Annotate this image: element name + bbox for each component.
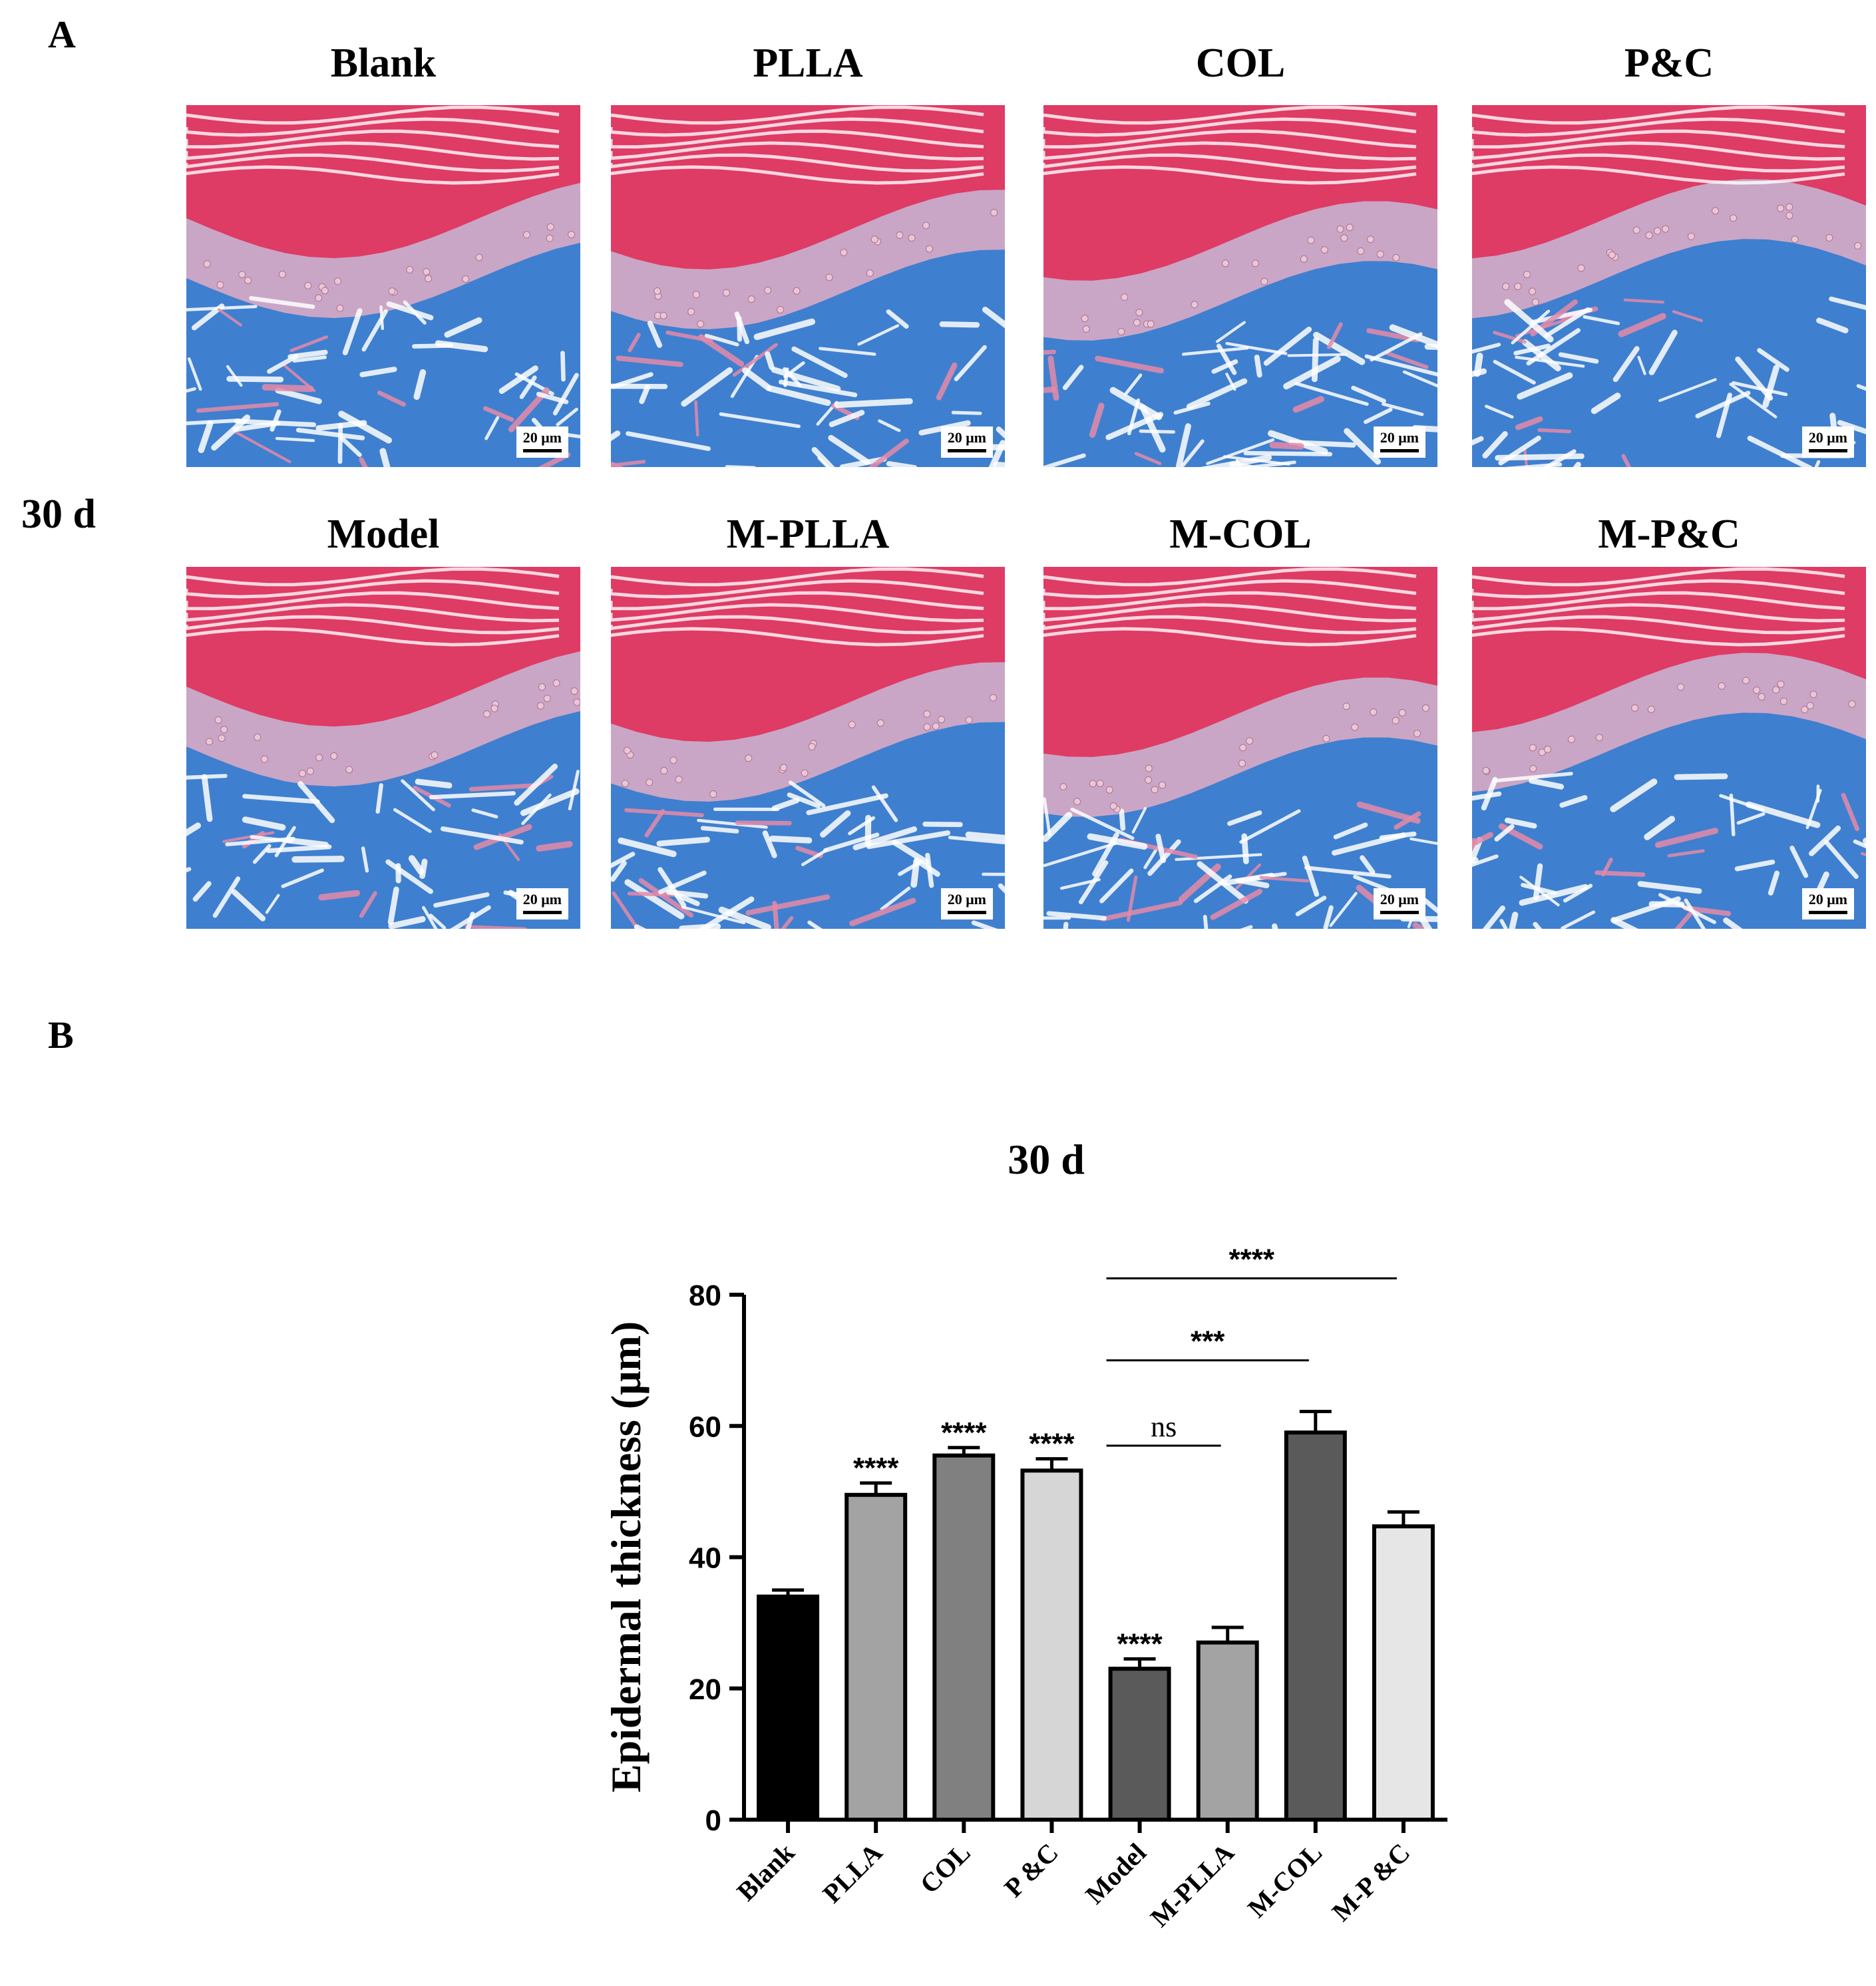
- scale-bar-line: [1808, 911, 1847, 914]
- scale-bar-line: [1380, 911, 1419, 914]
- y-tick-label: 60: [689, 1410, 721, 1443]
- scale-bar-label: 20 μm: [1808, 891, 1847, 908]
- significance-label: ****: [1117, 1627, 1163, 1660]
- image-title: Model: [327, 512, 440, 557]
- histology-image: 20 μm: [611, 105, 1005, 467]
- scale-bar-label: 20 μm: [947, 891, 986, 908]
- image-title: COL: [1195, 41, 1286, 86]
- y-tick-label: 0: [705, 1804, 721, 1837]
- scale-bar-line: [1808, 449, 1847, 452]
- y-axis-label: Epidermal thickness (μm): [602, 1321, 650, 1792]
- image-title: Blank: [330, 41, 437, 86]
- scale-bar: 20 μm: [1801, 888, 1854, 919]
- scale-bar-line: [1380, 449, 1419, 452]
- image-title: P&C: [1624, 41, 1714, 86]
- image-title: M-COL: [1169, 512, 1312, 557]
- bar: [757, 1594, 820, 1822]
- bar: [1284, 1430, 1347, 1822]
- bar: [1372, 1524, 1435, 1822]
- bar: [932, 1453, 996, 1822]
- scale-bar-line: [522, 449, 562, 452]
- tissue-illustration: [611, 105, 1005, 467]
- significance-label: ****: [1029, 1428, 1075, 1460]
- histology-image: 20 μm: [1472, 105, 1866, 467]
- image-title: M-P&C: [1598, 512, 1740, 557]
- tissue-illustration: [611, 567, 1005, 929]
- scale-bar: 20 μm: [1801, 426, 1854, 458]
- scale-bar-line: [947, 911, 986, 914]
- scale-bar-label: 20 μm: [947, 429, 986, 446]
- y-tick-label: 20: [689, 1673, 721, 1706]
- x-tick-label: M-P &C: [1326, 1838, 1416, 1927]
- scale-bar: 20 μm: [940, 426, 993, 458]
- y-tick-label: 40: [689, 1542, 721, 1575]
- x-tick-label: P &C: [998, 1838, 1064, 1903]
- bar: [844, 1492, 908, 1822]
- scale-bar-label: 20 μm: [1380, 891, 1419, 908]
- x-tick-label: M-PLLA: [1145, 1837, 1240, 1932]
- panel-a-letter: A: [48, 13, 76, 56]
- histology-image: 20 μm: [1043, 567, 1437, 929]
- panel-b-letter: B: [48, 1013, 74, 1057]
- x-tick-label: Blank: [731, 1837, 801, 1907]
- histology-image: 20 μm: [186, 567, 580, 929]
- scale-bar-label: 20 μm: [522, 429, 562, 446]
- scale-bar-label: 20 μm: [1380, 429, 1419, 446]
- tissue-illustration: [186, 105, 580, 467]
- scale-bar-label: 20 μm: [522, 891, 562, 908]
- scale-bar-label: 20 μm: [1808, 429, 1847, 446]
- histology-image: 20 μm: [1472, 567, 1866, 929]
- x-tick-label: PLLA: [817, 1837, 888, 1908]
- x-tick-label: Model: [1079, 1838, 1152, 1910]
- scale-bar: 20 μm: [516, 426, 568, 458]
- comparison-label: ****: [1229, 1243, 1275, 1275]
- tissue-illustration: [1043, 105, 1437, 467]
- histology-image: 20 μm: [1043, 105, 1437, 467]
- significance-label: ****: [853, 1452, 899, 1484]
- comparison-label: ***: [1191, 1325, 1225, 1358]
- bar: [1196, 1640, 1259, 1822]
- tissue-illustration: [1472, 105, 1866, 467]
- image-title: PLLA: [753, 41, 863, 86]
- y-tick-label: 80: [689, 1279, 721, 1312]
- tissue-illustration: [1043, 567, 1437, 929]
- chart-title: 30 d: [1008, 1136, 1085, 1183]
- image-title: M-PLLA: [726, 512, 890, 557]
- comparison-label: ns: [1151, 1410, 1177, 1443]
- histology-image: 20 μm: [611, 567, 1005, 929]
- scale-bar-line: [522, 911, 562, 914]
- histology-image: 20 μm: [186, 105, 580, 467]
- scale-bar: 20 μm: [940, 888, 993, 919]
- scale-bar-line: [947, 449, 986, 452]
- significance-label: ****: [941, 1416, 987, 1449]
- bar: [1020, 1468, 1083, 1822]
- scale-bar: 20 μm: [1373, 426, 1425, 458]
- scale-bar: 20 μm: [1373, 888, 1425, 919]
- scale-bar: 20 μm: [516, 888, 568, 919]
- x-tick-label: COL: [914, 1838, 976, 1900]
- x-tick-label: M-COL: [1242, 1838, 1328, 1923]
- bar: [1108, 1667, 1171, 1822]
- tissue-illustration: [1472, 567, 1866, 929]
- row-label-30d: 30 d: [21, 492, 96, 537]
